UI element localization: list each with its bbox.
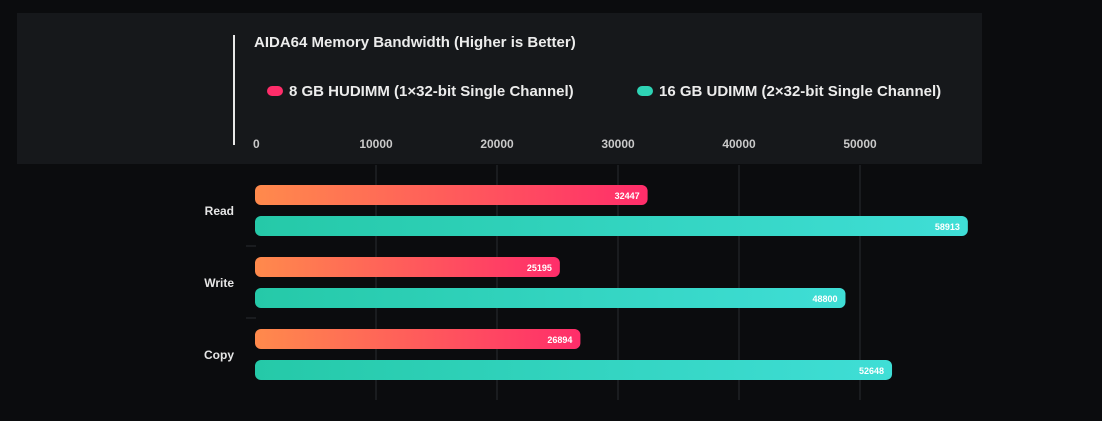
legend: 8 GB HUDIMM (1×32-bit Single Channel) 16 … <box>267 83 941 100</box>
bar <box>255 257 560 277</box>
tick-label: 10000 <box>359 137 393 151</box>
tick-label: 20000 <box>480 137 514 151</box>
header-panel <box>17 13 982 164</box>
bar <box>255 216 968 236</box>
value-label: 25195 <box>527 263 552 273</box>
tick-label: 40000 <box>722 137 756 151</box>
value-label: 48800 <box>812 294 837 304</box>
legend-label-2: 16 GB UDIMM (2×32-bit Single Channel) <box>659 83 941 100</box>
category-labels: Read Write Copy <box>204 204 234 362</box>
bar <box>255 288 846 308</box>
legend-label-1: 8 GB HUDIMM (1×32-bit Single Channel) <box>289 83 574 100</box>
chart-title: AIDA64 Memory Bandwidth (Higher is Bette… <box>254 34 576 51</box>
tick-label: 50000 <box>843 137 877 151</box>
value-label: 58913 <box>935 222 960 232</box>
category-label: Write <box>204 276 234 290</box>
legend-swatch-2 <box>637 86 653 96</box>
value-label: 52648 <box>859 366 884 376</box>
value-label: 32447 <box>615 191 640 201</box>
x-axis-ticks: 0 10000 20000 30000 40000 50000 <box>253 137 877 151</box>
bar <box>255 329 581 349</box>
category-separators <box>246 245 256 319</box>
bar <box>255 185 648 205</box>
tick-label: 30000 <box>601 137 635 151</box>
category-label: Read <box>205 204 234 218</box>
bar <box>255 360 893 380</box>
value-labels: 32447 58913 25195 48800 26894 52648 <box>527 191 960 376</box>
tick-label: 0 <box>253 137 260 151</box>
legend-swatch-1 <box>267 86 283 96</box>
value-label: 26894 <box>547 335 572 345</box>
bars <box>255 185 968 380</box>
category-label: Copy <box>204 348 234 362</box>
